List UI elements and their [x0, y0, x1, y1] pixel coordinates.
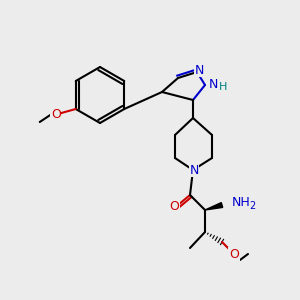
Text: H: H — [219, 82, 227, 92]
Text: NH: NH — [232, 196, 251, 209]
Text: N: N — [194, 64, 204, 76]
Text: O: O — [229, 248, 239, 260]
Text: O: O — [169, 200, 179, 214]
Polygon shape — [205, 202, 223, 210]
Text: N: N — [189, 164, 199, 176]
Text: 2: 2 — [249, 201, 255, 211]
Text: N: N — [208, 79, 218, 92]
Text: O: O — [51, 107, 61, 121]
